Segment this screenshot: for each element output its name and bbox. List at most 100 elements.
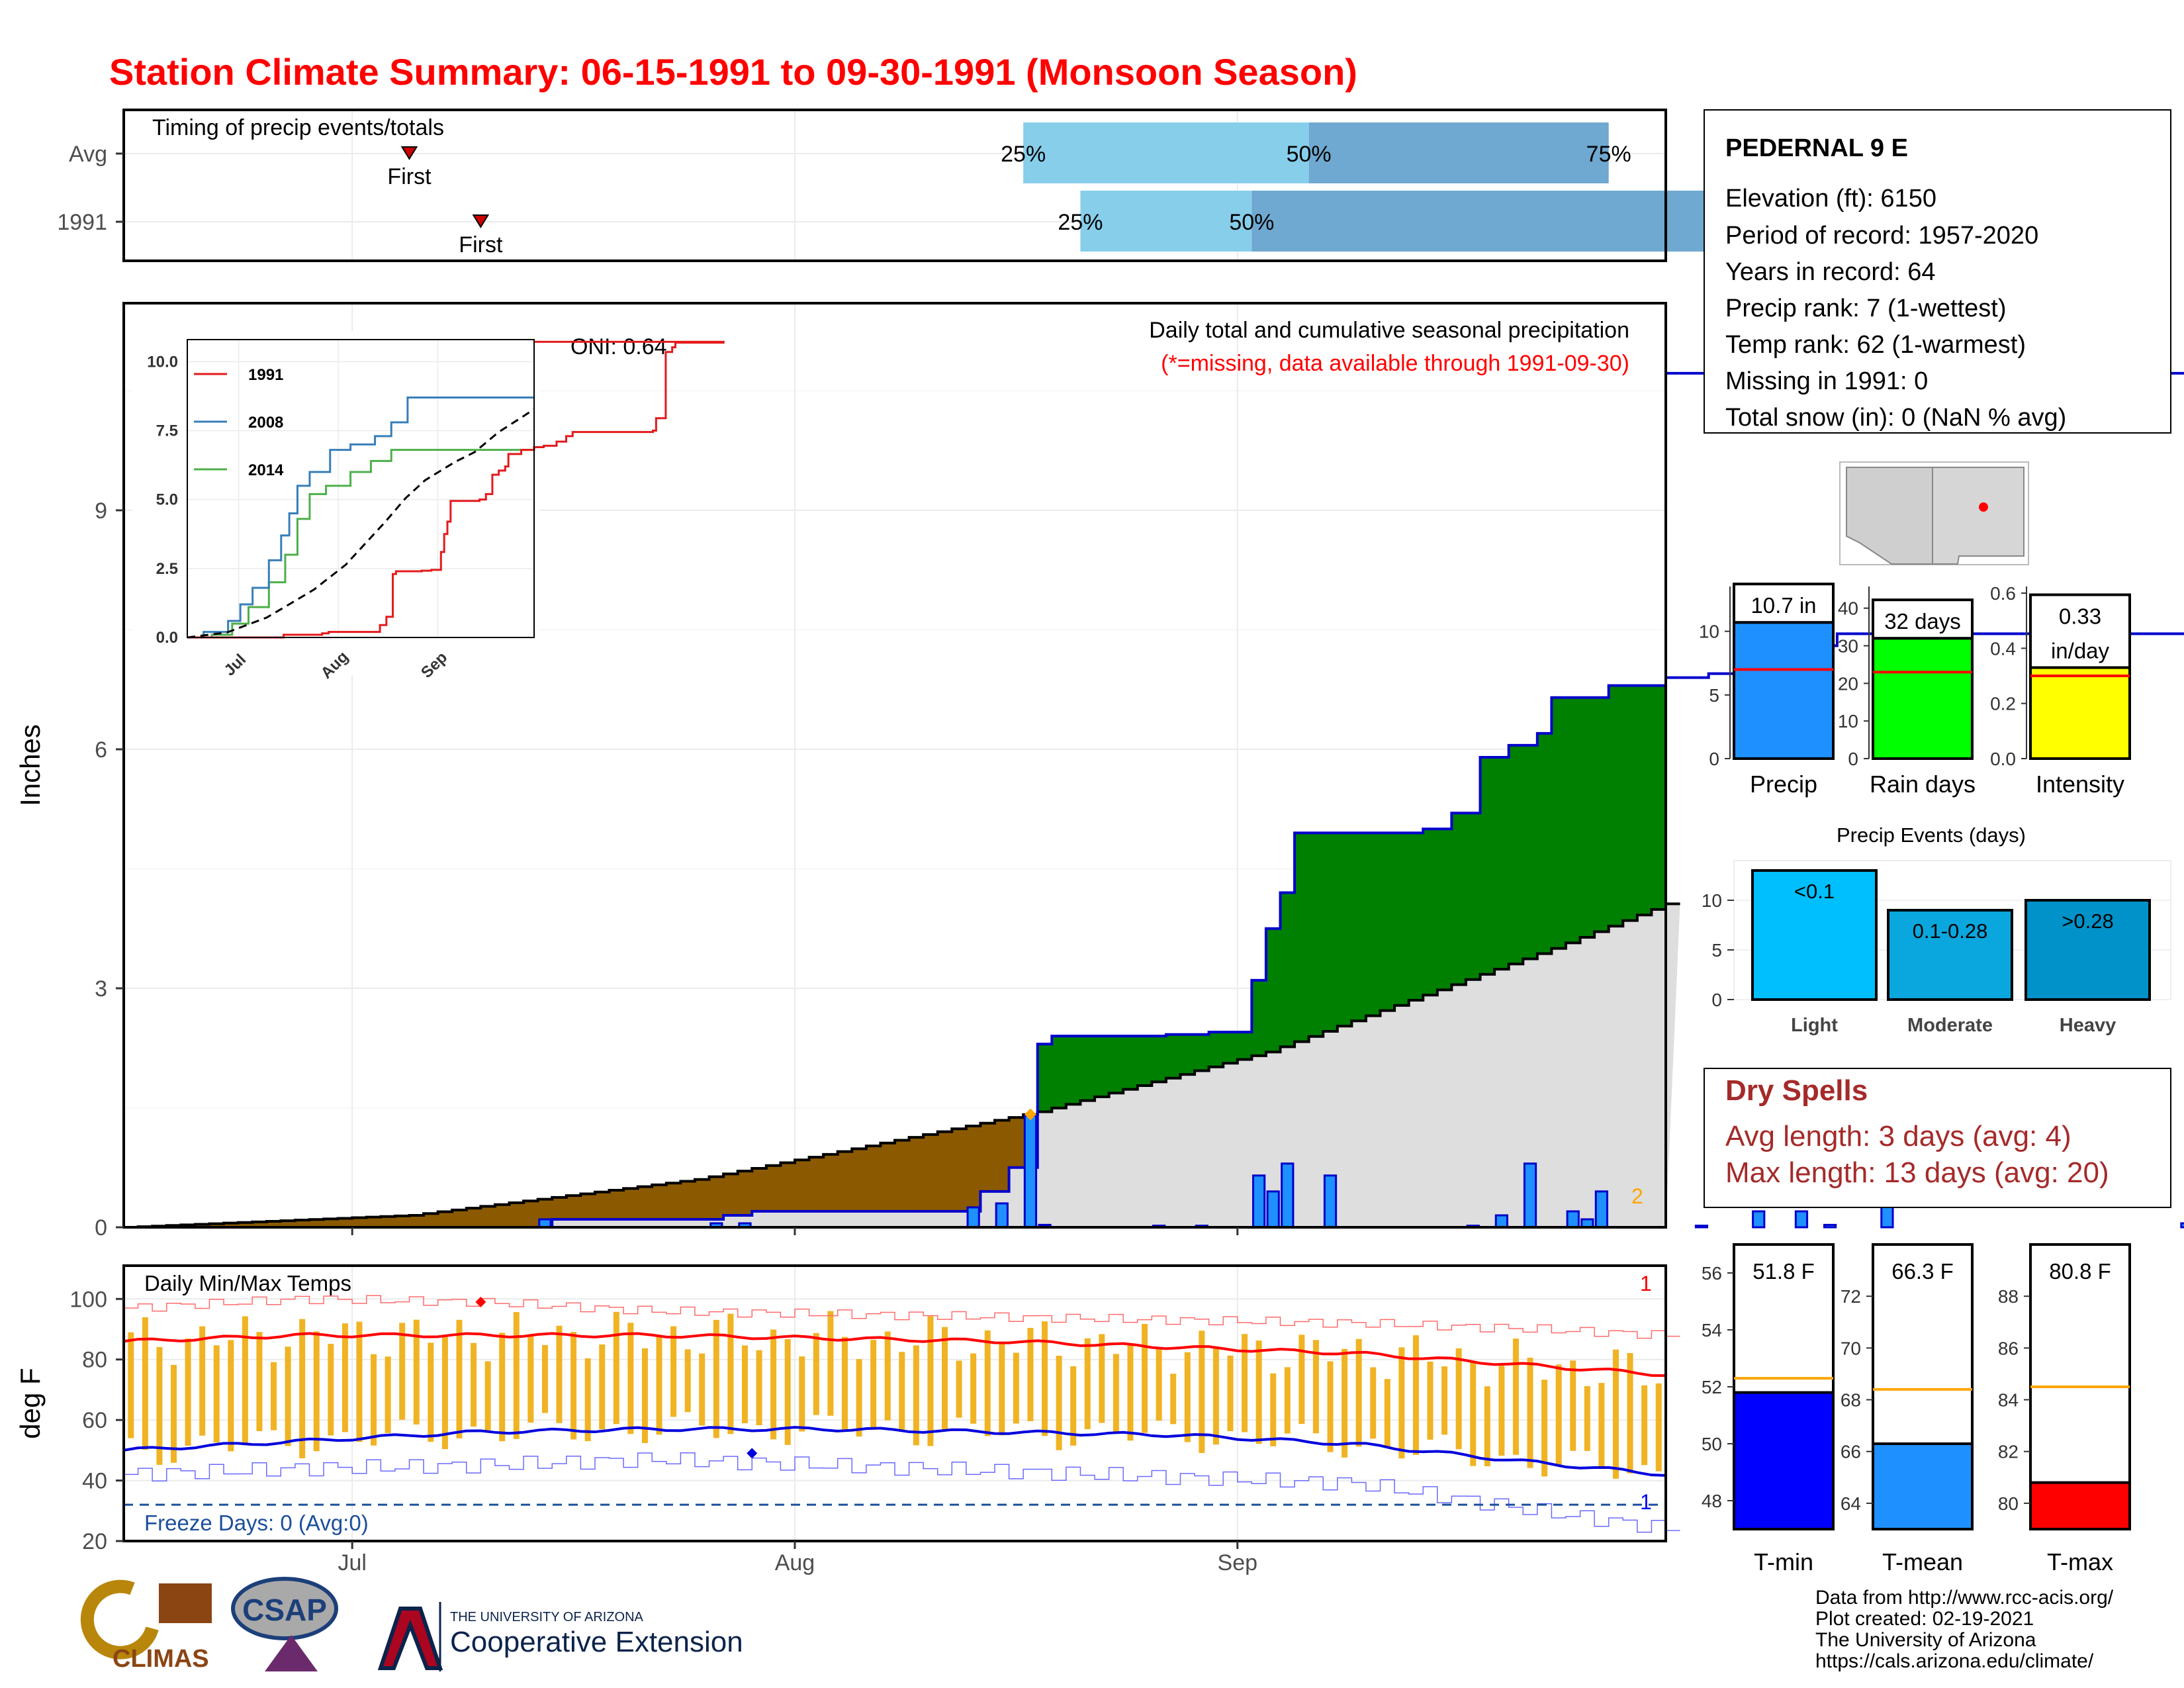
mini-bar-rain-days xyxy=(1872,637,1974,760)
climas-text: CLIMAS xyxy=(113,1645,209,1673)
inset-line-1991 xyxy=(187,340,725,639)
daily-precip-bar-3 xyxy=(966,1206,980,1229)
inset-ytick-label-1: 2.5 xyxy=(156,560,178,578)
mini-value-label-1: 32 days xyxy=(1884,609,1961,633)
figure-title: Station Climate Summary: 06-15-1991 to 0… xyxy=(109,51,1357,93)
events-cat-label-1: Moderate xyxy=(1907,1015,1993,1036)
temp-bar-tick-label-2-4: 88 xyxy=(1998,1286,2019,1307)
daily-precip-bar-10 xyxy=(1266,1190,1280,1229)
events-tick-label-0: 0 xyxy=(1711,990,1722,1010)
daily-precip-bar-15 xyxy=(1523,1162,1537,1229)
mini-tick-label-1-2: 20 xyxy=(1838,673,1858,694)
timing-q75-label-0: 75% xyxy=(1586,142,1631,167)
credit-line-1: Data from http://www.rcc-acis.org/ xyxy=(1815,1587,2114,1609)
map-station-marker xyxy=(1979,502,1988,512)
daily-precip-bar-24 xyxy=(2180,1222,2184,1229)
temp-bar-name-0: T-min xyxy=(1754,1548,1813,1575)
temp-bar-tick-label-1-4: 72 xyxy=(1841,1286,1861,1307)
record-max-line xyxy=(124,1295,1680,1339)
temp-ytick-label-4: 100 xyxy=(69,1287,107,1312)
record-min-line xyxy=(124,1452,1680,1533)
station-line-missing: Missing in 1991: 0 xyxy=(1725,367,1928,395)
mini-bar-name-1: Rain days xyxy=(1870,771,1976,798)
temp-bar-t-max xyxy=(2029,1481,2131,1531)
temp-y-label: deg F xyxy=(15,1368,46,1438)
daily-precip-bar-5 xyxy=(1023,1115,1038,1229)
dry-spells-max: Max length: 13 days (avg: 20) xyxy=(1725,1156,2109,1189)
temp-bar-value-2: 80.8 F xyxy=(2049,1259,2111,1284)
footer-logos: CLIMAS CSAP THE UNIVERSITY OF ARIZONA Co… xyxy=(80,1577,743,1673)
credit-line-4: https://cals.arizona.edu/climate/ xyxy=(1815,1650,2094,1672)
mini-value-box-1 xyxy=(1872,598,1974,640)
daily-precip-bar-11 xyxy=(1281,1162,1295,1229)
dry-spells-box: Dry Spells Avg length: 3 days (avg: 4) M… xyxy=(1704,1068,2171,1208)
inset-frame xyxy=(187,339,535,638)
ua-a-icon xyxy=(377,1607,443,1670)
climas-swirl xyxy=(80,1579,159,1660)
timing-panel: 25%50%75%FirstLast25%50%75%FirstLast Tim… xyxy=(122,109,1817,262)
temp-bar-tick-label-1-3: 70 xyxy=(1841,1338,1861,1358)
tmax-avg-line xyxy=(123,1332,1666,1378)
climas-block xyxy=(159,1583,212,1623)
timing-first-marker-0 xyxy=(400,146,418,160)
record-high-marker xyxy=(475,1296,486,1307)
mini-tick-label-1-3: 30 xyxy=(1838,636,1858,657)
inset-legend-label-1991: 1991 xyxy=(248,366,283,384)
temp-bar-tick-label-2-2: 84 xyxy=(1998,1390,2019,1411)
daily-precip-bar-20 xyxy=(1752,1210,1766,1229)
daily-precip-bar-19 xyxy=(1694,1225,1709,1229)
mini-tick-label-0-2: 10 xyxy=(1699,622,1719,642)
mini-value-label2-2: in/day xyxy=(2051,639,2110,663)
inset-legend-label-2008: 2008 xyxy=(248,414,283,432)
mini-bar-precip xyxy=(1733,621,1835,760)
timing-q25-label-1: 25% xyxy=(1058,210,1103,235)
timing-row-label-1: 1991 xyxy=(57,210,107,235)
daily-precip-bar-12 xyxy=(1323,1174,1338,1229)
temp-bar-tick-label-1-1: 66 xyxy=(1841,1442,1861,1462)
temp-bar-tick-label-0-0: 48 xyxy=(1702,1491,1722,1511)
avg-cumulative-line xyxy=(124,902,1680,1229)
temp-bar-value-0: 51.8 F xyxy=(1752,1259,1815,1284)
events-title: Precip Events (days) xyxy=(1837,823,2026,847)
timing-first-label-1: First xyxy=(459,232,503,258)
daily-precip-bar-4 xyxy=(995,1202,1009,1229)
daily-precip-bar-18 xyxy=(1594,1190,1609,1229)
mini-tick-label-1-1: 10 xyxy=(1838,711,1858,731)
timing-row-label-0: Avg xyxy=(69,142,107,167)
temp-ytick-label-0: 20 xyxy=(82,1529,107,1554)
mini-bar-name-0: Precip xyxy=(1750,771,1817,798)
timing-bar-q25-q50-1 xyxy=(1080,191,1252,252)
events-bar-moderate xyxy=(1887,909,2013,1001)
timing-first-label-0: First xyxy=(387,164,432,189)
timing-frame xyxy=(122,109,1667,262)
climas-logo: CLIMAS xyxy=(80,1579,212,1673)
temp-bar-tick-label-1-0: 64 xyxy=(1841,1493,1861,1514)
tmin-avg-line xyxy=(123,1426,1666,1477)
timing-first-marker-1 xyxy=(472,214,490,228)
temp-panel-label: Daily Min/Max Temps xyxy=(144,1271,351,1295)
ua-big-text: Cooperative Extension xyxy=(450,1626,743,1658)
station-line-years: Years in record: 64 xyxy=(1725,258,1936,286)
mini-tick-label-1-0: 0 xyxy=(1848,749,1858,769)
oni-label: ONI: 0.64 xyxy=(570,334,667,359)
temp-panel-bg xyxy=(124,1266,1666,1541)
mini-value-label-2: 0.33 xyxy=(2059,604,2101,629)
credit-line-3: The University of Arizona xyxy=(1815,1629,2036,1651)
daily-precip-bar-9 xyxy=(1252,1174,1266,1229)
events-bar-heavy xyxy=(2025,899,2151,1001)
events-bar-light xyxy=(1751,869,1878,1001)
timing-q50-label-0: 50% xyxy=(1287,142,1332,167)
events-bar-label-0: <0.1 xyxy=(1794,880,1835,903)
daily-precip-bar-21 xyxy=(1794,1210,1809,1229)
events-cat-label-0: Light xyxy=(1791,1015,1838,1036)
mini-tick-label-0-0: 0 xyxy=(1709,749,1719,769)
temp-bar-value-1: 66.3 F xyxy=(1891,1259,1954,1284)
precip-y-label: Inches xyxy=(15,724,46,806)
csap-mountain xyxy=(265,1635,318,1671)
daily-precip-bar-14 xyxy=(1494,1214,1509,1229)
temp-bar-tick-label-0-3: 54 xyxy=(1702,1320,1722,1340)
daily-precip-bar-22 xyxy=(1823,1223,1837,1229)
mini-tick-label-1-4: 40 xyxy=(1838,598,1858,619)
mini-bar-name-2: Intensity xyxy=(2036,771,2124,798)
